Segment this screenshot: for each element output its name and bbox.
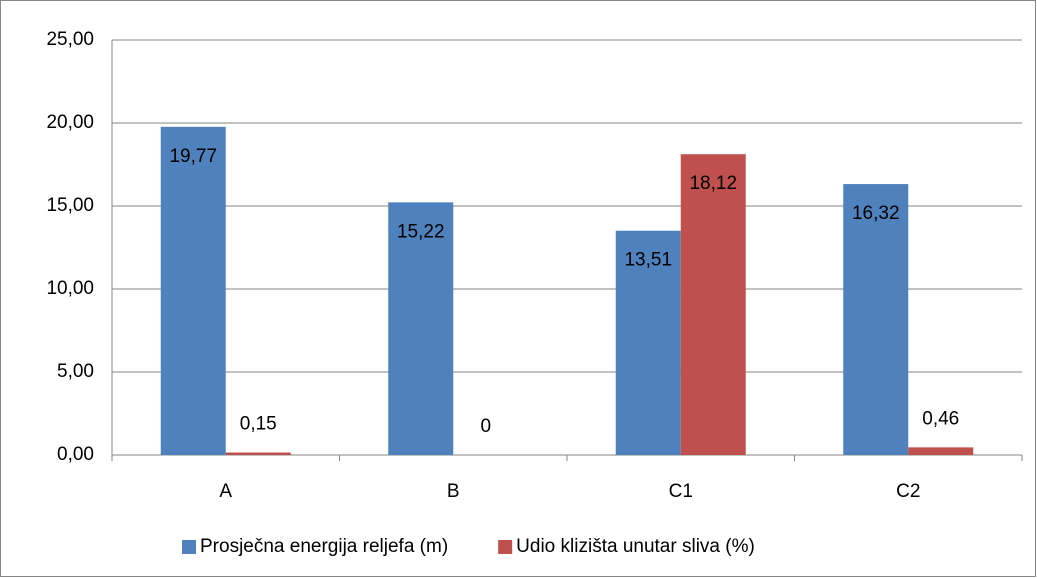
value-label: 15,22 (397, 221, 445, 242)
legend-label: Udio klizišta unutar sliva (%) (516, 536, 755, 557)
y-tick-label: 15,00 (46, 195, 94, 216)
x-tick-label: A (219, 481, 232, 502)
value-label: 0,15 (240, 414, 277, 435)
value-label: 0,46 (922, 408, 959, 429)
x-tick-label: C2 (896, 481, 920, 502)
value-label: 18,12 (689, 173, 737, 194)
x-tick-label: C1 (669, 481, 693, 502)
x-tick-label: B (447, 481, 460, 502)
bar (843, 184, 909, 455)
bar (160, 126, 226, 456)
value-label: 16,32 (852, 203, 900, 224)
legend-swatch (498, 540, 513, 554)
y-tick-label: 5,00 (57, 361, 94, 382)
y-tick-label: 10,00 (46, 278, 94, 299)
bar (908, 447, 974, 455)
bar (388, 202, 454, 455)
value-label: 13,51 (624, 250, 672, 271)
y-tick-label: 0,00 (57, 444, 94, 465)
bar (225, 452, 291, 455)
value-label: 19,77 (169, 146, 217, 167)
value-label: 0 (480, 416, 491, 437)
legend-swatch (182, 540, 196, 554)
y-tick-label: 25,00 (46, 29, 94, 50)
bar (680, 154, 746, 455)
legend-label: Prosječna energija reljefa (m) (200, 536, 448, 557)
y-tick-label: 20,00 (46, 112, 94, 133)
bar (615, 230, 681, 455)
